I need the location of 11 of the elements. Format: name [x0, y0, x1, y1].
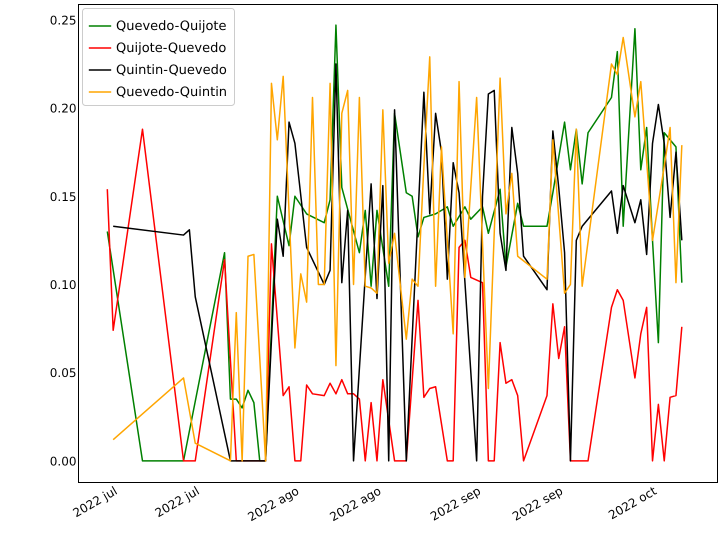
legend-label: Quijote-Quevedo	[116, 41, 226, 56]
y-tick-label: 0.10	[50, 278, 76, 292]
y-tick-label: 0.25	[50, 13, 76, 28]
y-tick-label: 0.00	[50, 454, 76, 468]
legend-label: Quevedo-Quijote	[116, 19, 227, 34]
legend-label: Quevedo-Quintin	[116, 85, 228, 100]
y-tick-label: 0.20	[50, 102, 76, 116]
line-series	[106, 128, 683, 462]
legend-label: Quintin-Quevedo	[116, 63, 227, 78]
y-tick-label: 0.05	[50, 366, 76, 380]
y-tick-label: 0.15	[50, 190, 76, 204]
